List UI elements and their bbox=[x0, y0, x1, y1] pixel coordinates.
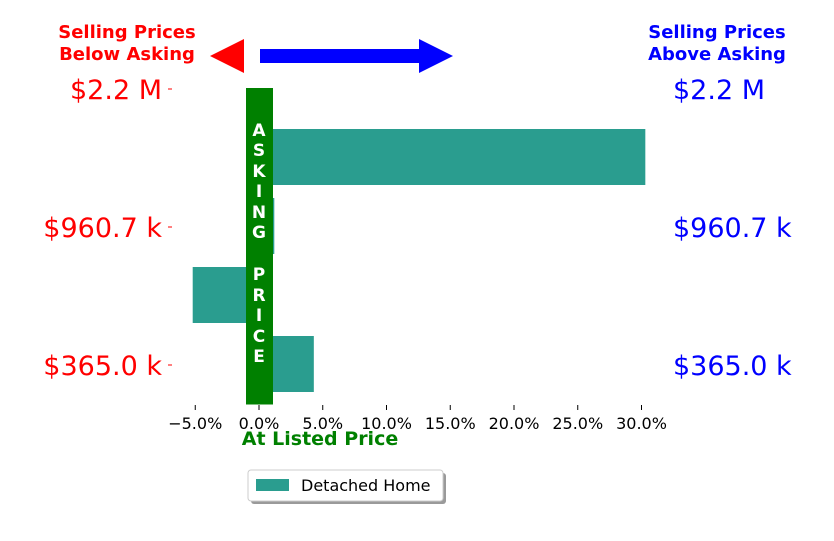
legend-box bbox=[247, 469, 444, 502]
asking-price-letter: G bbox=[252, 223, 266, 243]
y-tick-label-right: $960.7 k bbox=[673, 213, 792, 244]
left-title-line-1: Selling Prices bbox=[58, 22, 195, 43]
x-tick-label: 10.0% bbox=[361, 414, 412, 433]
asking-price-letter: N bbox=[252, 203, 266, 223]
legend: Detached Home bbox=[247, 469, 446, 504]
bars bbox=[192, 129, 646, 392]
x-tick-label: 0.0% bbox=[239, 414, 280, 433]
x-tick-label: 20.0% bbox=[489, 414, 540, 433]
left-arrow-icon bbox=[210, 39, 244, 73]
x-tick-label: 25.0% bbox=[552, 414, 603, 433]
y-tick-label-left: $960.7 k bbox=[43, 213, 162, 244]
left-title: Selling Prices Below Asking bbox=[58, 22, 195, 65]
x-tick-label: −5.0% bbox=[168, 414, 222, 433]
y-tick-label-right: $365.0 k bbox=[673, 351, 792, 382]
y-tick-label-left: $2.2 M bbox=[70, 75, 162, 106]
right-title: Selling Prices Above Asking bbox=[648, 22, 786, 65]
asking-price-letter: I bbox=[256, 182, 262, 202]
right-title-line-2: Above Asking bbox=[648, 44, 786, 65]
asking-price-letter: R bbox=[252, 286, 265, 306]
x-ticks: −5.0% 0.0% 5.0% 10.0% 15.0% 20.0% 25.0% 30.0% bbox=[168, 405, 667, 433]
asking-price-letter: K bbox=[252, 162, 266, 182]
x-axis-label: At Listed Price bbox=[242, 428, 398, 450]
asking-price-letter: S bbox=[253, 141, 265, 161]
y-tick-label-left: $365.0 k bbox=[43, 351, 162, 382]
x-tick-label: 15.0% bbox=[425, 414, 476, 433]
right-title-line-1: Selling Prices bbox=[648, 22, 785, 43]
y-tick-labels: $2.2 M $2.2 M $960.7 k $960.7 k $365.0 k $365… bbox=[43, 75, 792, 382]
asking-price-letter: A bbox=[252, 121, 266, 141]
asking-price-band bbox=[246, 88, 273, 405]
y-tick-label-right: $2.2 M bbox=[673, 75, 765, 106]
asking-price-letter: I bbox=[256, 306, 262, 326]
bar-0 bbox=[259, 129, 646, 185]
legend-swatch bbox=[256, 479, 289, 491]
asking-price-letter: C bbox=[253, 327, 265, 347]
asking-price-letter: E bbox=[253, 347, 265, 367]
legend-label: Detached Home bbox=[301, 476, 431, 495]
asking-price-letter: P bbox=[253, 265, 265, 285]
right-arrow-icon bbox=[260, 39, 453, 73]
x-tick-label: 30.0% bbox=[616, 414, 667, 433]
x-tick-label: 5.0% bbox=[302, 414, 343, 433]
left-title-line-2: Below Asking bbox=[59, 44, 195, 65]
